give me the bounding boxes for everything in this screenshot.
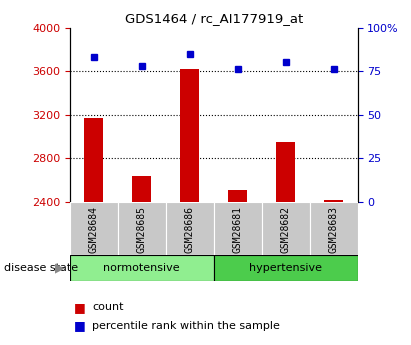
Bar — [70, 202, 118, 255]
Bar — [84, 118, 104, 202]
Text: GSM28683: GSM28683 — [329, 206, 339, 253]
Bar — [132, 176, 151, 202]
Text: percentile rank within the sample: percentile rank within the sample — [92, 321, 280, 331]
Text: ■: ■ — [74, 300, 86, 314]
Title: GDS1464 / rc_AI177919_at: GDS1464 / rc_AI177919_at — [125, 12, 303, 25]
Bar — [228, 190, 247, 202]
Bar — [118, 202, 166, 255]
Bar — [214, 255, 358, 281]
Text: ■: ■ — [74, 319, 86, 333]
Text: normotensive: normotensive — [104, 263, 180, 273]
Bar — [180, 69, 199, 202]
Bar — [166, 202, 214, 255]
Bar — [309, 202, 358, 255]
Text: GSM28681: GSM28681 — [233, 206, 242, 253]
Text: ▶: ▶ — [55, 262, 65, 275]
Text: GSM28686: GSM28686 — [185, 206, 195, 253]
Bar — [214, 202, 262, 255]
Bar — [70, 255, 214, 281]
Text: GSM28682: GSM28682 — [281, 206, 291, 253]
Text: disease state: disease state — [4, 263, 78, 273]
Text: GSM28684: GSM28684 — [89, 206, 99, 253]
Bar — [324, 200, 343, 202]
Text: count: count — [92, 302, 124, 312]
Text: hypertensive: hypertensive — [249, 263, 322, 273]
Bar — [276, 142, 295, 202]
Text: GSM28685: GSM28685 — [137, 206, 147, 253]
Bar — [262, 202, 309, 255]
